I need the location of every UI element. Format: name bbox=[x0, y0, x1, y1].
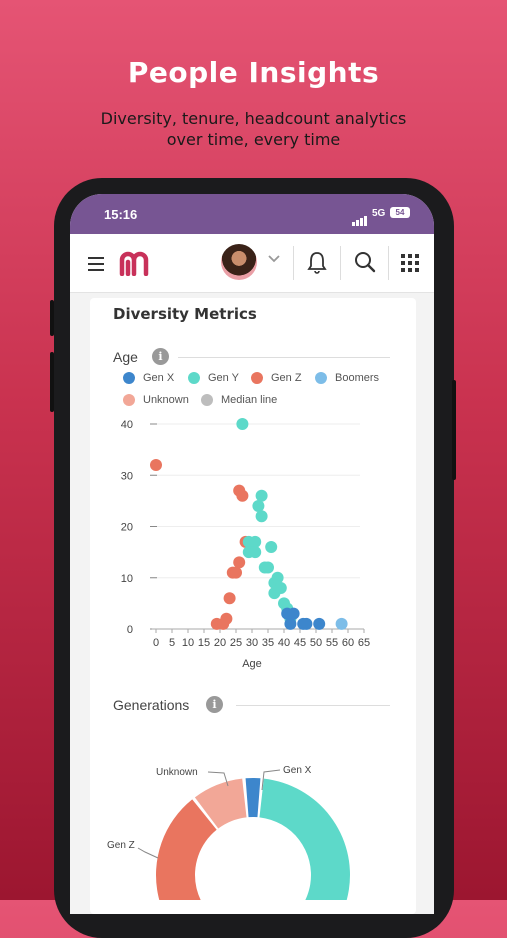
hero-title: People Insights bbox=[127, 56, 380, 89]
diversity-card bbox=[90, 298, 416, 914]
legend-label: Gen Z bbox=[271, 372, 302, 385]
card-title: Diversity Metrics bbox=[113, 305, 257, 323]
phone-side-button bbox=[50, 300, 54, 336]
legend-label: Unknown bbox=[143, 394, 189, 407]
section-divider bbox=[236, 705, 390, 706]
signal-icon bbox=[352, 208, 368, 226]
hero-subtitle: Diversity, tenure, headcount analytics o… bbox=[60, 108, 447, 150]
legend-swatch bbox=[123, 372, 135, 385]
legend-swatch bbox=[188, 372, 200, 385]
legend-label: Gen Y bbox=[208, 372, 239, 385]
app-bar-divider bbox=[340, 246, 341, 280]
age-section-label: Age bbox=[113, 349, 138, 365]
generations-section-label: Generations bbox=[113, 697, 190, 713]
avatar[interactable] bbox=[221, 244, 257, 280]
network-label: 5G bbox=[372, 208, 386, 219]
app-logo[interactable] bbox=[118, 250, 154, 276]
info-icon[interactable]: i bbox=[152, 348, 169, 365]
legend-item-unknown[interactable]: Unknown bbox=[123, 394, 189, 407]
battery-icon: 54 bbox=[390, 207, 410, 218]
legend-swatch bbox=[123, 394, 135, 407]
legend-label: Median line bbox=[221, 394, 278, 407]
section-divider bbox=[178, 357, 390, 358]
app-bar bbox=[70, 234, 434, 293]
legend-item-gen-z[interactable]: Gen Z bbox=[251, 372, 302, 385]
info-icon[interactable]: i bbox=[206, 696, 223, 713]
legend-label: Gen X bbox=[143, 372, 175, 385]
legend-swatch bbox=[315, 372, 327, 385]
app-bar-divider bbox=[293, 246, 294, 280]
status-time: 15:16 bbox=[104, 207, 138, 222]
legend-item-gen-x[interactable]: Gen X bbox=[123, 372, 175, 385]
app-bar-divider bbox=[388, 246, 389, 280]
bell-icon[interactable] bbox=[306, 250, 328, 274]
phone-screen: 15:16 5G 54 bbox=[70, 194, 434, 914]
legend-item-boomers[interactable]: Boomers bbox=[315, 372, 380, 385]
hero-subtitle-line-2: over time, every time bbox=[166, 130, 341, 149]
legend-swatch bbox=[251, 372, 263, 385]
phone-power-button bbox=[452, 380, 456, 480]
hero-subtitle-line-1: Diversity, tenure, headcount analytics bbox=[100, 109, 407, 128]
legend-item-median-line[interactable]: Median line bbox=[201, 394, 278, 407]
chevron-down-icon[interactable] bbox=[267, 254, 281, 264]
legend-item-gen-y[interactable]: Gen Y bbox=[188, 372, 239, 385]
legend-swatch bbox=[201, 394, 213, 407]
legend-label: Boomers bbox=[335, 372, 380, 385]
menu-icon[interactable] bbox=[88, 257, 104, 275]
apps-grid-icon[interactable] bbox=[401, 254, 419, 272]
search-icon[interactable] bbox=[353, 250, 377, 274]
status-bar: 15:16 5G 54 bbox=[70, 194, 434, 234]
phone-side-button bbox=[50, 352, 54, 412]
